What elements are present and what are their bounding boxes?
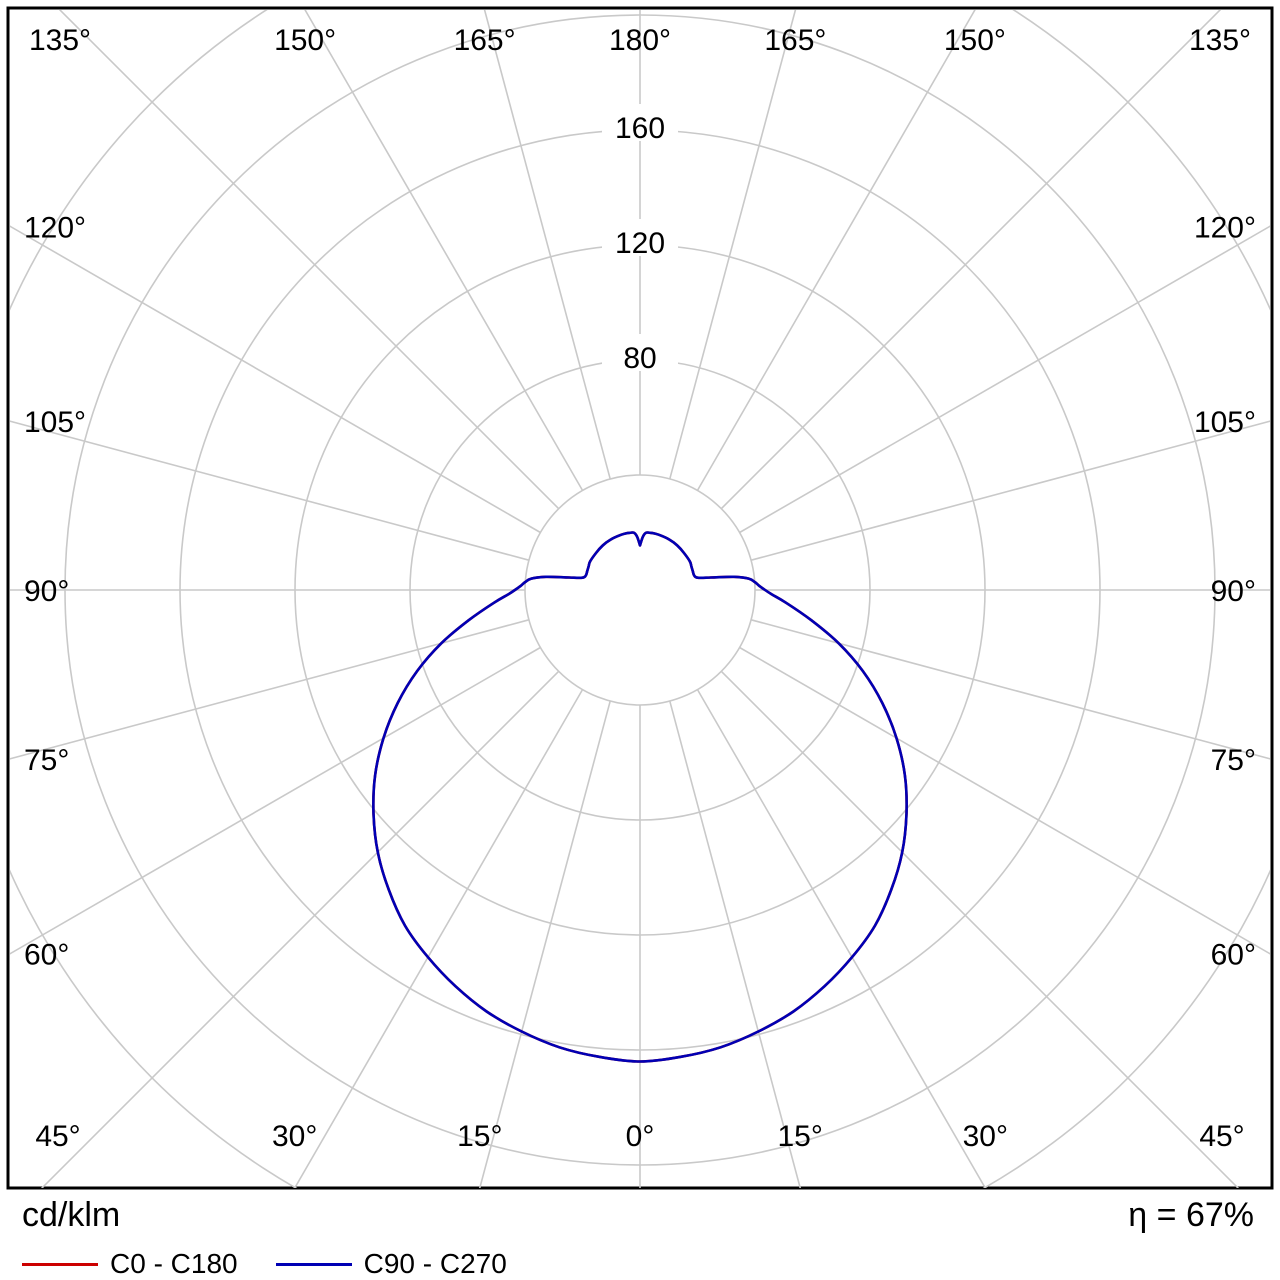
angle-label-45: 45° bbox=[1199, 1120, 1244, 1153]
angle-label-30: 30° bbox=[963, 1120, 1008, 1153]
angle-label-60: 60° bbox=[24, 939, 69, 972]
angle-label-90: 90° bbox=[1211, 575, 1256, 608]
angle-label-165: 165° bbox=[764, 24, 826, 57]
angle-label-165: 165° bbox=[454, 24, 516, 57]
curve-c90-c270 bbox=[372, 531, 908, 1063]
radial-tick-label: 160 bbox=[615, 112, 665, 145]
polar-photometric-chart: 80 120 160 0° 15° 30° 45° 60° 75° 90° 105° 120° 135… bbox=[6, 6, 1274, 1190]
angle-label-150: 150° bbox=[274, 24, 336, 57]
angle-label-75: 75° bbox=[24, 744, 69, 777]
legend-label-c90-c270: C90 - C270 bbox=[363, 1248, 507, 1279]
legend-line-c90-icon bbox=[275, 1262, 352, 1266]
legend-line-c0-icon bbox=[22, 1262, 98, 1266]
polar-grid bbox=[10, 10, 1270, 1188]
angle-label-150: 150° bbox=[944, 24, 1006, 57]
angle-label-90: 90° bbox=[24, 575, 69, 608]
angle-label-0: 0° bbox=[626, 1120, 655, 1153]
angle-label-30: 30° bbox=[272, 1120, 317, 1153]
legend: C0 - C180 C90 - C270 bbox=[22, 1248, 507, 1280]
efficiency-label: η = 67% bbox=[1128, 1196, 1254, 1234]
angle-label-105: 105° bbox=[24, 406, 86, 439]
unit-label: cd/klm bbox=[22, 1196, 121, 1234]
legend-label-c0-c180: C0 - C180 bbox=[110, 1248, 238, 1279]
radial-tick-label: 120 bbox=[615, 227, 665, 260]
angle-label-75: 75° bbox=[1211, 744, 1256, 777]
radial-tick-label: 80 bbox=[623, 342, 656, 375]
angle-label-45: 45° bbox=[35, 1120, 80, 1153]
angle-label-180: 180° bbox=[609, 24, 671, 57]
angle-labels: 0° 15° 30° 45° 60° 75° 90° 105° 120° 135° 150° 165°… bbox=[24, 24, 1256, 1153]
angle-label-120: 120° bbox=[24, 211, 86, 244]
angle-label-15: 15° bbox=[457, 1120, 502, 1153]
angle-label-120: 120° bbox=[1194, 211, 1256, 244]
angle-label-15: 15° bbox=[778, 1120, 823, 1153]
legend-item-c0-c180: C0 - C180 bbox=[22, 1248, 238, 1280]
legend-item-c90-c270: C90 - C270 bbox=[275, 1248, 507, 1280]
radial-tick-labels: 80 120 160 bbox=[602, 104, 678, 375]
chart-footer: cd/klm η = 67% C0 - C180 C90 - C270 bbox=[0, 1196, 1280, 1280]
angle-label-105: 105° bbox=[1194, 406, 1256, 439]
angle-label-135: 135° bbox=[29, 24, 91, 57]
intensity-curves bbox=[372, 531, 908, 1063]
angle-label-60: 60° bbox=[1211, 939, 1256, 972]
angle-label-135: 135° bbox=[1189, 24, 1251, 57]
